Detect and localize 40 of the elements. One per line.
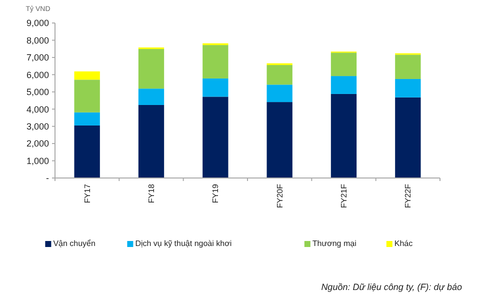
bar	[266, 65, 292, 85]
text: Nguồn: Dữ liệu công ty, (F): dự báo	[321, 282, 462, 292]
bar	[138, 88, 164, 105]
y-tick-label: 6,000	[26, 70, 49, 80]
bar	[202, 78, 228, 97]
legend-label: Thương mại	[312, 239, 357, 248]
bar	[74, 80, 100, 112]
x-tick-label: FY21F	[340, 184, 349, 208]
y-tick-label: 7,000	[26, 52, 49, 63]
bar	[330, 76, 357, 94]
legend-label: Vận chuyển	[53, 239, 96, 248]
bar	[74, 71, 100, 80]
bar	[202, 96, 228, 178]
bar	[395, 78, 421, 98]
y-tick-label: 2,000	[26, 138, 49, 149]
legend-label: Khác	[394, 239, 413, 248]
y-tick-label: 8,000	[26, 35, 49, 46]
bar	[138, 104, 164, 178]
y-tick-label: 4,000	[26, 104, 49, 114]
bar	[330, 94, 357, 178]
y-tick-label: 3,000	[26, 121, 49, 132]
bar	[266, 102, 292, 178]
x-tick-label: FY19	[211, 183, 220, 204]
y-tick-label: 1,000	[26, 156, 49, 166]
bar	[74, 112, 100, 126]
bar	[74, 125, 100, 178]
bar	[266, 84, 292, 102]
legend-label: Dịch vụ kỹ thuật ngoài khơi	[135, 239, 232, 248]
x-tick-label: FY18	[147, 183, 156, 204]
x-tick-label: FY17	[82, 183, 92, 204]
x-tick-label: FY22F	[404, 184, 413, 208]
bar	[395, 97, 421, 178]
y-tick-label: 5,000	[26, 87, 49, 98]
bar	[330, 52, 357, 76]
bar	[138, 49, 164, 89]
bar	[395, 54, 421, 79]
x-tick-label: FY20F	[275, 184, 284, 208]
y-tick-label: -	[46, 173, 49, 184]
y-tick-label: 9,000	[26, 18, 49, 28]
bar	[202, 45, 228, 78]
